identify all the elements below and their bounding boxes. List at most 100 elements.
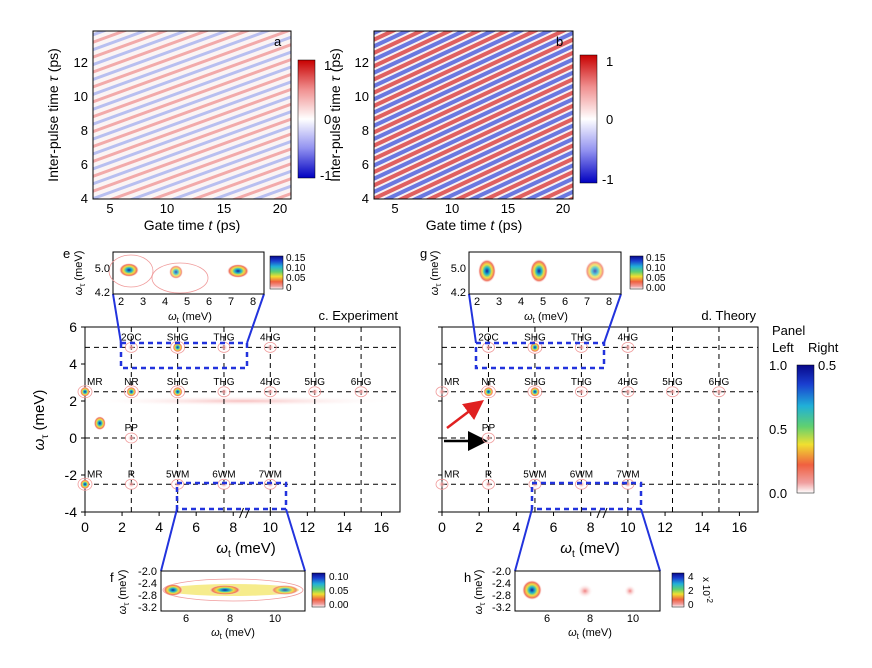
zoom-box-d-top — [474, 341, 606, 370]
y-tick-label: 6 — [69, 319, 77, 335]
panel-h-ylabel: ωτ (meV) — [473, 570, 487, 615]
connector-line — [514, 508, 533, 572]
panel-h: h -2.0 -2.4 -2.8 -3.2 6 8 10 ωt (meV) ωτ… — [464, 566, 714, 641]
x-tick-label: 10 — [627, 613, 639, 625]
peak-marker — [119, 263, 139, 277]
red-arrow — [446, 399, 484, 429]
peak-label: 7WM — [616, 469, 639, 480]
connector-line — [160, 508, 178, 572]
x-tick-label: 10 — [263, 519, 279, 535]
panel-a-xticks: 5 10 15 20 — [106, 201, 287, 216]
y-tick-label: 4 — [362, 191, 369, 206]
colorbar-tick: 0.15 — [646, 253, 666, 264]
y-tick-label: -2 — [65, 467, 78, 483]
colorbar-left-tick: 0.0 — [769, 486, 787, 501]
peak-label: MR — [444, 469, 460, 480]
peak-label: THG — [213, 377, 234, 388]
peak-contour — [666, 386, 679, 398]
peak-marker — [484, 480, 493, 489]
x-tick-label: 8 — [227, 613, 233, 625]
peak-label: SHG — [167, 332, 189, 343]
y-tick-label: 4.2 — [451, 287, 466, 299]
y-tick-label: -2.8 — [492, 590, 511, 602]
peak-contour — [712, 386, 726, 398]
colorbar-tick: 0.00 — [329, 600, 349, 611]
panel-f-label: f — [110, 570, 114, 585]
peak-contour — [124, 432, 138, 444]
peak-marker — [127, 480, 136, 489]
colorbar-tick: 0.10 — [329, 572, 349, 583]
y-tick-label: 4 — [81, 191, 88, 206]
peak-label: 6WM — [212, 469, 235, 480]
x-tick-label: 10 — [269, 613, 281, 625]
peak-marker — [668, 387, 677, 396]
panel-a-heatmap — [92, 30, 292, 200]
panel-h-colorbar — [671, 572, 685, 608]
y-tick-label: 12 — [74, 55, 88, 70]
peak-label: 4HG — [260, 377, 281, 388]
x-tick-label: 4 — [155, 519, 163, 535]
peak-label: 6HG — [351, 377, 372, 388]
colorbar-tick: 2 — [688, 586, 694, 597]
connector-line — [603, 293, 622, 344]
colorbar-tick: 0.00 — [646, 283, 666, 294]
panel-c: c. Experiment ωt (meV) ωτ (meV) 0 2 4 6 8 10 1… — [31, 308, 401, 560]
peak-marker — [127, 434, 136, 442]
colorbar-right-tick: 0.5 — [818, 358, 836, 373]
peak-contour — [308, 386, 322, 398]
peak-contour — [435, 386, 449, 398]
peak-marker — [127, 343, 136, 352]
peak-label: THG — [571, 377, 592, 388]
axis-break — [239, 507, 244, 519]
x-tick-label: 0 — [438, 519, 446, 535]
peak-label: 5WM — [523, 469, 546, 480]
peak-marker — [529, 342, 540, 353]
peak-marker — [530, 259, 548, 283]
connector-line — [468, 293, 477, 344]
colorbar-tick: 1 — [606, 54, 613, 69]
peak-marker — [80, 386, 90, 397]
y-tick-label: 10 — [74, 89, 88, 104]
x-tick-label: 12 — [300, 519, 316, 535]
x-tick-label: 16 — [374, 519, 390, 535]
peak-contour — [263, 386, 277, 398]
colorbar-exponent: x 10-2 — [700, 577, 714, 604]
peak-label: 6HG — [709, 377, 730, 388]
peak-contour — [575, 386, 588, 398]
contour-cluster — [151, 262, 209, 294]
peak-marker — [172, 342, 183, 353]
axis-break — [602, 507, 608, 519]
x-tick-label: 20 — [273, 201, 287, 216]
panel-f-xlabel: ωt (meV) — [211, 627, 255, 641]
panel-g-label: g — [420, 246, 427, 261]
colorbar-left-tick: 0.5 — [769, 422, 787, 437]
peak-contour — [217, 386, 231, 398]
y-tick-label: 4 — [69, 356, 77, 372]
peak-label: 2QC — [121, 332, 142, 343]
colorbar-tick: 0 — [688, 600, 694, 611]
peak-label: 4HG — [260, 332, 281, 343]
peak-marker — [219, 343, 228, 352]
panel-e-ylabel: ωτ (meV) — [73, 251, 87, 296]
peak-marker — [310, 387, 319, 396]
colorbar-tick: -1 — [320, 168, 332, 183]
colorbar-right-label: Right — [808, 340, 839, 355]
y-tick-label: -2.4 — [138, 578, 157, 590]
panel-f-colorbar — [311, 572, 326, 608]
colorbar-left-label: Left — [772, 340, 794, 355]
peak-contour — [77, 385, 93, 399]
peak-label: 5HG — [304, 377, 325, 388]
panel-d-plot-area — [441, 326, 759, 513]
peak-marker — [126, 386, 137, 397]
peak-contour — [482, 478, 495, 490]
y-tick-label: -3.2 — [138, 602, 157, 614]
panel-c-streak — [85, 396, 400, 406]
x-tick-label: 5 — [540, 296, 546, 308]
x-tick-label: 2 — [118, 519, 126, 535]
x-tick-label: 4 — [518, 296, 524, 308]
y-tick-label: -4 — [65, 504, 78, 520]
peak-label: THG — [213, 332, 234, 343]
peak-marker — [623, 387, 632, 396]
peak-label: THG — [571, 332, 592, 343]
